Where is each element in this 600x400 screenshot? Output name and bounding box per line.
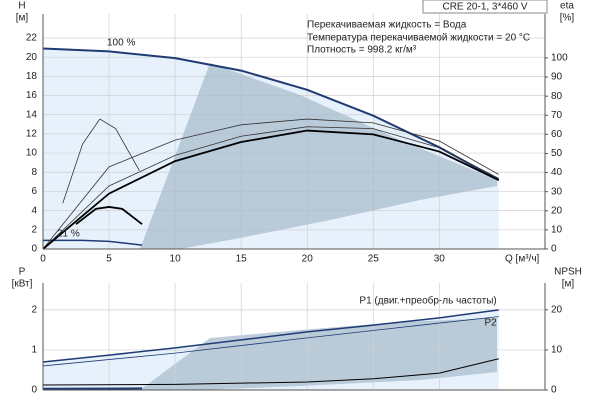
- curve: [42, 118, 499, 250]
- y2-tick-label: 10: [551, 345, 563, 356]
- y2-axis-label: [м]: [562, 279, 575, 290]
- x-tick-label: 25: [368, 254, 380, 265]
- title-box: [422, 0, 548, 14]
- y-axis-label: P: [19, 267, 26, 278]
- y-tick-label: 8: [31, 167, 37, 178]
- annotation: 21 %: [57, 229, 80, 240]
- x-tick-label: 0: [40, 254, 46, 265]
- series-label: P1 (двиг.+преобр-ль частоты): [359, 294, 496, 306]
- x-tick-label: 20: [302, 254, 314, 265]
- x-tick-label: 30: [434, 254, 446, 265]
- y-tick-label: 10: [26, 148, 38, 159]
- y-tick-label: 1: [31, 345, 37, 356]
- y-axis-label: [м]: [16, 13, 29, 24]
- y-axis-label: H: [18, 1, 25, 12]
- y2-tick-label: 30: [551, 186, 563, 197]
- y2-tick-label: 60: [551, 129, 563, 140]
- y2-tick-label: 100: [551, 53, 568, 64]
- curve: [43, 239, 143, 246]
- y-tick-label: 18: [26, 71, 38, 82]
- x-tick-label: 10: [170, 254, 182, 265]
- y2-tick-label: 50: [551, 148, 563, 159]
- annotation: Перекачиваемая жидкость = Вода: [307, 20, 467, 31]
- y2-tick-label: 0: [551, 385, 557, 396]
- y-tick-label: 20: [26, 52, 38, 63]
- y-tick-label: 16: [26, 90, 38, 101]
- y-tick-label: 2: [31, 224, 37, 235]
- y2-tick-label: 20: [551, 205, 563, 216]
- annotation: 100 %: [107, 38, 135, 49]
- x-axis-label: Q [м³/ч]: [505, 254, 540, 265]
- y-tick-label: 0: [31, 385, 37, 396]
- curve: [42, 126, 499, 250]
- y-tick-label: 12: [26, 129, 38, 140]
- chart-title: CRE 20-1, 3*460 V: [442, 2, 527, 13]
- y2-axis-label: eta: [560, 1, 574, 12]
- curve: [42, 309, 499, 363]
- operating-region: [140, 63, 497, 249]
- y2-tick-label: 10: [551, 225, 563, 236]
- y-tick-label: 2: [31, 304, 37, 315]
- annotation: Температура перекачиваемой жидкости = 20…: [307, 33, 530, 44]
- y2-tick-label: 70: [551, 110, 563, 121]
- y-tick-label: 6: [31, 186, 37, 197]
- y2-tick-label: 40: [551, 167, 563, 178]
- series-label: P2: [485, 317, 498, 328]
- operating-region: [140, 318, 497, 390]
- y-axis-label: [кВт]: [12, 279, 33, 290]
- curve: [42, 316, 499, 367]
- y2-tick-label: 0: [551, 244, 557, 255]
- y-tick-label: 4: [31, 205, 37, 216]
- y2-tick-label: 90: [551, 72, 563, 83]
- curve: [42, 358, 499, 386]
- curve: [75, 206, 143, 225]
- curve: [42, 129, 500, 250]
- curve: [62, 118, 140, 204]
- y2-axis-label: [%]: [560, 13, 575, 24]
- y-tick-label: 0: [31, 244, 37, 255]
- y2-tick-label: 20: [551, 304, 563, 315]
- y-tick-label: 14: [26, 109, 38, 120]
- y-tick-label: 22: [26, 33, 38, 44]
- annotation: Плотность = 998.2 кг/м³: [307, 45, 417, 56]
- curve: [42, 47, 500, 181]
- y2-tick-label: 80: [551, 91, 563, 102]
- x-tick-label: 5: [106, 254, 112, 265]
- x-tick-label: 15: [236, 254, 248, 265]
- y2-axis-label: NPSH: [554, 267, 582, 278]
